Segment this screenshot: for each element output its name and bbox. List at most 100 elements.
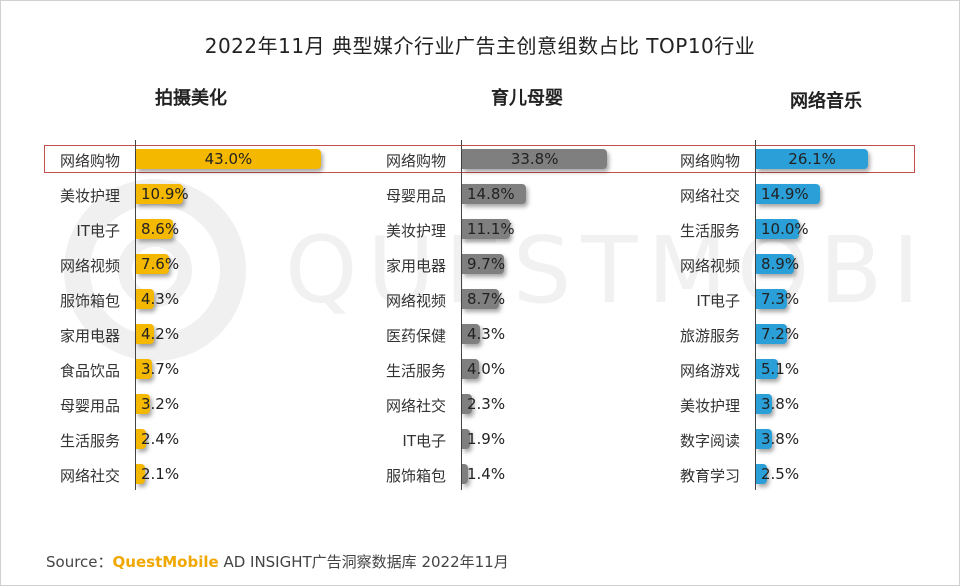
- value-label: 8.6%: [141, 220, 180, 238]
- value-label: 14.8%: [467, 185, 515, 203]
- panel-title: 育儿母婴: [491, 88, 563, 109]
- category-label: 美妆护理: [59, 187, 120, 205]
- category-label: 旅游服务: [679, 327, 740, 345]
- value-label: 1.4%: [467, 465, 506, 483]
- value-label: 4.3%: [467, 325, 506, 343]
- chart-title: 2022年11月 典型媒介行业广告主创意组数占比 TOP10行业: [204, 34, 756, 58]
- panel-axis: [755, 140, 756, 490]
- category-label: 服饰箱包: [59, 292, 120, 310]
- value-label: 4.3%: [141, 290, 180, 308]
- value-label: 14.9%: [761, 185, 809, 203]
- value-label: 2.1%: [141, 465, 180, 483]
- value-label: 4.0%: [467, 360, 506, 378]
- value-label: 2.4%: [141, 430, 180, 448]
- value-label: 9.7%: [467, 255, 506, 273]
- bar: [136, 289, 155, 309]
- bar: [462, 464, 469, 484]
- category-label: 网络视频: [385, 292, 446, 310]
- category-label: 网络社交: [385, 397, 446, 415]
- source-note: Source：QuestMobile AD INSIGHT广告洞察数据库 202…: [46, 551, 509, 572]
- category-label: 家用电器: [59, 327, 120, 345]
- bar: [756, 219, 799, 239]
- category-label: 数字阅读: [679, 432, 740, 450]
- category-label: 生活服务: [59, 432, 120, 450]
- source-prefix: Source：: [46, 553, 113, 571]
- bar: [756, 149, 869, 169]
- value-label: 5.1%: [761, 360, 800, 378]
- bar: [462, 184, 526, 204]
- bar: [462, 149, 608, 169]
- bar: [136, 394, 150, 414]
- value-label: 3.8%: [761, 395, 800, 413]
- bar: [136, 324, 155, 344]
- bar: [136, 219, 173, 239]
- value-label: 7.2%: [761, 325, 800, 343]
- value-label: 3.2%: [141, 395, 180, 413]
- source-text: AD INSIGHT广告洞察数据库 2022年11月: [218, 553, 509, 571]
- value-label: 33.8%: [510, 150, 559, 168]
- value-label: 4.2%: [141, 325, 180, 343]
- category-label: IT电子: [76, 222, 120, 240]
- bar: [756, 289, 788, 309]
- value-label: 7.6%: [141, 255, 180, 273]
- bar: [136, 429, 147, 449]
- value-label: 2.3%: [467, 395, 506, 413]
- value-label: 11.1%: [467, 220, 515, 238]
- value-label: 10.0%: [761, 220, 809, 238]
- category-label: 生活服务: [679, 222, 740, 240]
- bar: [136, 184, 183, 204]
- value-label: 7.3%: [761, 290, 800, 308]
- category-label: 网络视频: [59, 257, 120, 275]
- bar: [756, 324, 787, 344]
- bar: [756, 394, 773, 414]
- category-label: 母婴用品: [385, 187, 446, 205]
- bar: [756, 254, 795, 274]
- category-label: 家用电器: [385, 257, 446, 275]
- category-label: 网络社交: [59, 467, 120, 485]
- source-brand: QuestMobile: [112, 553, 219, 571]
- bar: [756, 184, 821, 204]
- bar: [136, 359, 152, 379]
- category-label: 生活服务: [385, 362, 446, 380]
- category-label: 美妆护理: [679, 397, 740, 415]
- bar: [462, 394, 472, 414]
- bar: [136, 149, 321, 169]
- category-label: IT电子: [696, 292, 740, 310]
- category-label: 网络游戏: [679, 362, 740, 380]
- bar: [756, 464, 767, 484]
- category-label: 网络视频: [679, 257, 740, 275]
- panel-axis: [135, 140, 136, 490]
- category-label: 网络购物: [59, 152, 120, 170]
- bar: [136, 464, 146, 484]
- bar: [462, 289, 500, 309]
- panel-title: 网络音乐: [790, 91, 862, 112]
- category-label: 医药保健: [385, 327, 446, 345]
- category-label: 网络购物: [679, 152, 740, 170]
- bar: [462, 429, 471, 449]
- category-label: 食品饮品: [59, 362, 120, 380]
- value-label: 8.7%: [467, 290, 506, 308]
- bar: [462, 359, 480, 379]
- category-label: 教育学习: [679, 467, 740, 485]
- bar: [462, 219, 510, 239]
- panel-title: 拍摄美化: [155, 88, 227, 109]
- svg-text:QUESTMOBILE: QUESTMOBILE: [285, 217, 930, 324]
- category-label: 服饰箱包: [385, 467, 446, 485]
- value-label: 3.8%: [761, 430, 800, 448]
- category-label: 网络社交: [679, 187, 740, 205]
- value-label: 2.5%: [761, 465, 800, 483]
- category-label: 母婴用品: [59, 397, 120, 415]
- panel-axis: [461, 140, 462, 490]
- category-label: 美妆护理: [385, 222, 446, 240]
- bar: [462, 324, 481, 344]
- value-label: 1.9%: [467, 430, 506, 448]
- category-label: IT电子: [402, 432, 446, 450]
- category-label: 网络购物: [385, 152, 446, 170]
- bar: [136, 254, 169, 274]
- bar: [462, 254, 504, 274]
- value-label: 26.1%: [788, 150, 836, 168]
- value-label: 8.9%: [761, 255, 800, 273]
- value-label: 3.7%: [141, 360, 180, 378]
- value-label: 43.0%: [204, 150, 253, 168]
- bar: [756, 359, 778, 379]
